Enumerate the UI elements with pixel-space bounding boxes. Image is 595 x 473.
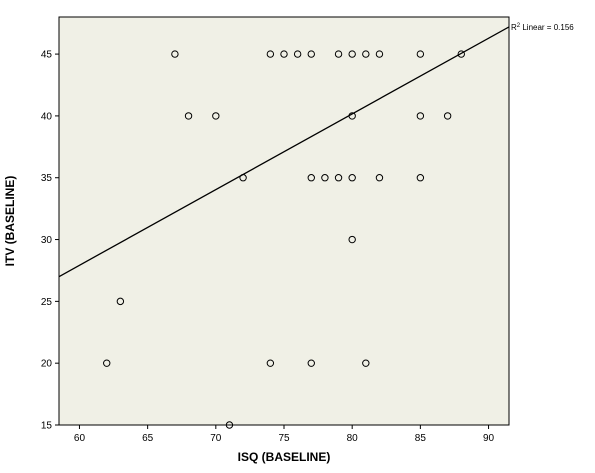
data-point-24 [375, 174, 384, 182]
data-point-5 [225, 421, 234, 429]
data-point-9 [280, 50, 288, 58]
r-squared-annotation: R2 Linear = 0.156 [511, 23, 574, 32]
data-point-11 [307, 50, 315, 58]
y-tick-label-30: 30 [41, 235, 53, 246]
data-point-4 [212, 112, 220, 120]
y-tick-label-35: 35 [41, 173, 53, 184]
data-point-0 [103, 359, 111, 367]
data-point-7 [266, 50, 275, 58]
data-point-17 [348, 50, 356, 58]
data-point-8 [266, 359, 275, 367]
y-tick-label-15: 15 [41, 421, 53, 432]
y-tick-label-20: 20 [41, 359, 53, 370]
x-axis-label: ISQ (BASELINE) [238, 450, 331, 464]
data-point-2 [171, 50, 179, 58]
data-point-14 [321, 174, 329, 182]
x-tick-label-75: 75 [278, 433, 290, 444]
data-point-29 [457, 50, 465, 58]
r-squared-value: Linear = 0.156 [520, 23, 574, 32]
fit-line [58, 26, 510, 278]
r-squared-superscript: 2 [517, 23, 521, 29]
data-point-26 [416, 112, 425, 120]
data-point-27 [416, 174, 425, 182]
x-tick-label-85: 85 [415, 433, 427, 444]
data-point-3 [184, 112, 193, 120]
x-tick-label-90: 90 [483, 433, 495, 444]
data-point-15 [334, 50, 343, 58]
x-tick-label-65: 65 [142, 433, 154, 444]
data-point-20 [348, 235, 356, 244]
x-tick-label-80: 80 [347, 433, 359, 444]
y-axis-label: ITV (BASELINE) [3, 176, 17, 267]
data-point-1 [116, 297, 125, 306]
y-tick-label-45: 45 [41, 50, 53, 61]
y-tick-label-25: 25 [41, 297, 53, 308]
y-axis: 15 20 25 30 35 40 45 [41, 50, 59, 432]
plot-area [58, 16, 510, 426]
data-point-12 [307, 174, 315, 182]
data-point-23 [375, 50, 384, 58]
data-point-25 [416, 50, 425, 58]
data-points [103, 50, 465, 429]
data-point-19 [348, 174, 356, 182]
data-point-13 [307, 359, 315, 367]
x-tick-label-60: 60 [74, 433, 86, 444]
r-squared-prefix: R [511, 23, 517, 32]
y-tick-label-40: 40 [41, 111, 53, 122]
data-point-28 [443, 112, 452, 120]
data-point-10 [293, 50, 302, 58]
data-point-22 [362, 359, 370, 367]
x-tick-label-70: 70 [210, 433, 222, 444]
data-point-21 [362, 50, 370, 58]
x-axis: 60 65 70 75 80 85 90 [74, 425, 495, 444]
data-point-16 [334, 174, 343, 182]
